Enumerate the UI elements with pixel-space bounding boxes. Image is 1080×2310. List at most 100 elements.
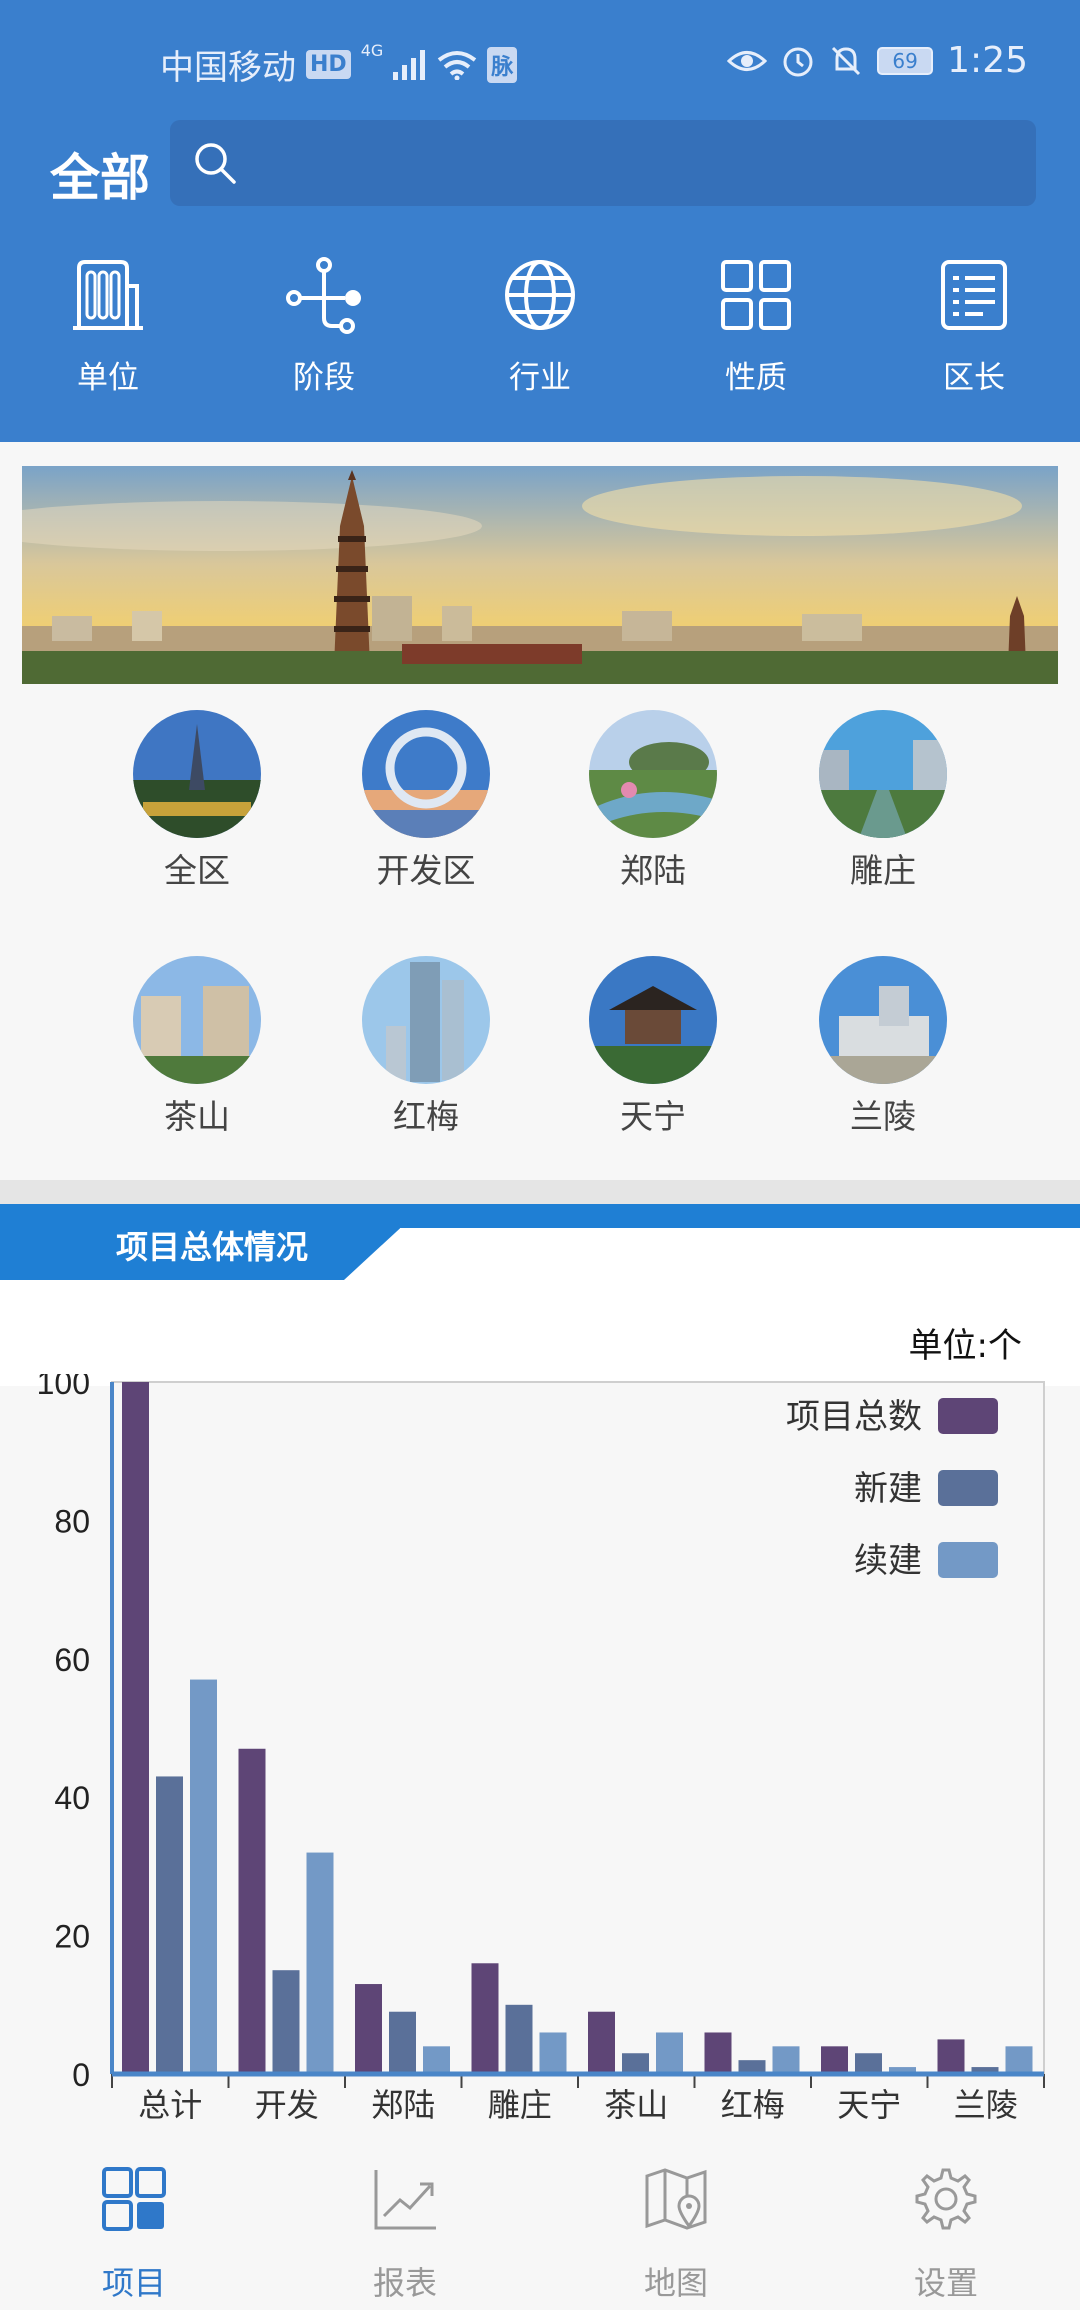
banner-image [22,466,1058,684]
bar-新建-天宁 [855,2053,882,2074]
x-tick-label: 雕庄 [488,2086,552,2122]
x-tick-label: 郑陆 [371,2086,435,2122]
x-tick-label: 红梅 [721,2086,785,2122]
bar-续建-红梅 [772,2046,800,2074]
section-tab [0,1204,400,1280]
legend-label: 新建 [854,1469,922,1509]
district-grid: 全区 开发区 郑陆 [0,700,1080,1170]
category-label: 性质 [725,360,787,396]
bar-续建-雕庄 [539,2032,567,2074]
district-thumbnail [362,956,490,1084]
battery-indicator: 69 [877,46,934,75]
x-tick-label: 总计 [138,2086,202,2122]
eye-icon [727,50,768,71]
district-item[interactable]: 开发区 [326,710,526,892]
x-tick-label: 兰陵 [954,2086,1018,2122]
status-right: 69 1:25 [727,40,1028,81]
bar-续建-茶山 [656,2032,683,2074]
district-label: 开发区 [376,851,476,890]
district-thumbnail [133,956,261,1084]
category-label: 行业 [509,360,571,396]
category-district-head[interactable]: 区长 [894,256,1054,397]
x-tick-label: 开发 [255,2086,319,2122]
search-icon [195,143,236,184]
bar-项目总数-红梅 [704,2032,732,2074]
building-icon [73,260,143,330]
mute-bell-icon [832,46,861,75]
gear-icon [915,2168,977,2230]
district-thumbnail [362,710,490,838]
y-tick-label: 0 [72,2057,90,2093]
plot-area [111,1381,1045,2075]
list-doc-icon [941,260,1007,330]
bottom-nav: 项目 报表 地图 设置 [0,2146,1080,2310]
y-tick-label: 100 [37,1374,90,1401]
nav-report[interactable]: 报表 [325,2166,485,2304]
category-stage[interactable]: 阶段 [244,256,404,397]
district-label: 兰陵 [850,1097,916,1136]
city-banner[interactable] [22,466,1058,684]
app-badge: 脉 [487,46,518,83]
grid-icon [721,260,791,330]
y-tick-label: 60 [54,1642,90,1678]
district-thumbnail [133,710,261,838]
bar-新建-兰陵 [971,2067,999,2074]
unit-label: 单位:个 [908,1326,1022,1366]
category-label: 区长 [943,360,1005,396]
bar-续建-天宁 [889,2067,916,2074]
category-nature[interactable]: 性质 [676,256,836,397]
nav-label: 地图 [643,2264,708,2302]
district-thumbnail [589,710,717,838]
project-grid-icon [102,2167,166,2231]
alarm-icon [783,47,813,76]
hd-badge: HD [306,50,351,79]
bar-项目总数-开发 [238,1748,266,2074]
district-item[interactable]: 兰陵 [783,956,983,1138]
bar-项目总数-雕庄 [471,1963,499,2074]
bar-续建-兰陵 [1005,2046,1033,2074]
nav-label: 设置 [913,2264,978,2302]
bar-新建-总计 [156,1776,183,2074]
category-label: 单位 [77,360,139,396]
bar-项目总数-茶山 [588,2011,615,2074]
scope-selector[interactable]: 全部 [50,149,150,207]
chart-line-icon [374,2170,436,2230]
bar-项目总数-郑陆 [355,1984,382,2074]
category-label: 阶段 [293,360,355,396]
clock: 1:25 [947,40,1028,81]
bar-续建-郑陆 [423,2046,450,2074]
bar-新建-红梅 [738,2060,766,2074]
project-chart: 0 20 40 60 80 100 总计 开发 郑陆 雕庄 茶山 红梅 天宁 兰陵 项目总数 新建 续建 [0,1365,1080,2124]
y-tick-label: 40 [54,1780,90,1816]
legend-label: 续建 [854,1541,922,1581]
category-unit[interactable]: 单位 [28,256,188,397]
bar-新建-雕庄 [505,2004,533,2074]
bar-新建-茶山 [622,2053,649,2074]
district-thumbnail [819,956,947,1084]
legend-swatch [938,1470,998,1506]
map-icon [645,2168,707,2230]
district-item[interactable]: 雕庄 [783,710,983,892]
bar-项目总数-天宁 [821,2046,848,2074]
district-item[interactable]: 郑陆 [553,710,753,892]
district-item[interactable]: 天宁 [553,956,753,1138]
nav-map[interactable]: 地图 [596,2166,756,2304]
status-left: 中国移动 HD 4G 脉 [160,40,518,89]
category-industry[interactable]: 行业 [460,256,620,397]
signal-icon [393,49,426,80]
legend-swatch [938,1542,998,1578]
x-tick-label: 茶山 [604,2086,668,2122]
district-item[interactable]: 全区 [97,710,297,892]
y-tick-label: 20 [54,1919,90,1955]
district-label: 全区 [164,851,230,890]
search-input[interactable] [170,120,1036,206]
bar-续建-总计 [190,1679,217,2074]
globe-icon [505,260,575,330]
nav-label: 报表 [372,2264,437,2302]
legend-swatch [938,1398,998,1434]
district-item[interactable]: 茶山 [97,956,297,1138]
nav-settings[interactable]: 设置 [866,2166,1026,2304]
nav-project[interactable]: 项目 [54,2166,214,2304]
district-item[interactable]: 红梅 [326,956,526,1138]
